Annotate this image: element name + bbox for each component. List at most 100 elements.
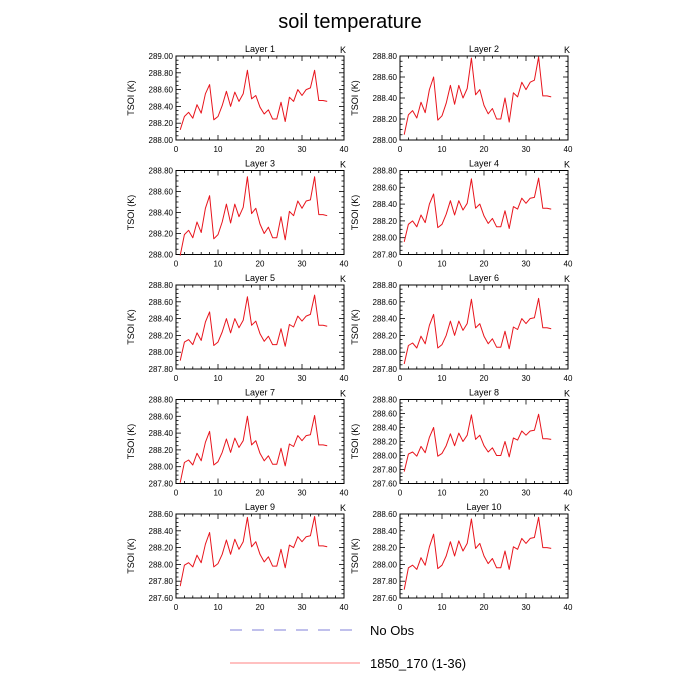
plot-frame <box>399 170 569 255</box>
x-tick-label: 10 <box>214 489 223 498</box>
x-tick-label: 20 <box>480 374 489 383</box>
x-tick-label: 20 <box>480 145 489 154</box>
y-tick-label: 288.20 <box>373 115 398 124</box>
y-axis-label: TSOI (K) <box>350 195 360 231</box>
y-axis-label: TSOI (K) <box>350 80 360 116</box>
y-tick-label: 288.20 <box>149 544 174 553</box>
y-tick-label: 287.60 <box>373 480 398 489</box>
y-tick-label: 288.20 <box>373 544 398 553</box>
x-tick-label: 0 <box>174 145 179 154</box>
panel-layer-4: Layer 4 K TSOI (K) 287.80 288.00 288.20 288.40… <box>350 159 573 269</box>
y-tick-label: 288.00 <box>373 560 398 569</box>
x-tick-label: 30 <box>522 145 531 154</box>
y-tick-label: 288.80 <box>373 52 398 61</box>
legend-label-run: 1850_170 (1-36) <box>370 656 466 671</box>
unit-label: K <box>340 45 346 55</box>
x-tick-label: 10 <box>214 374 223 383</box>
x-tick-label: 20 <box>480 489 489 498</box>
x-tick-label: 40 <box>340 374 349 383</box>
x-tick-label: 40 <box>564 145 573 154</box>
plot-frame <box>399 399 569 484</box>
x-tick-label: 10 <box>438 603 447 612</box>
series-line <box>403 413 552 472</box>
x-tick-label: 20 <box>480 603 489 612</box>
x-tick-label: 0 <box>398 260 403 269</box>
series-line <box>179 294 328 361</box>
y-axis-label: TSOI (K) <box>350 309 360 345</box>
y-tick-label: 288.00 <box>149 251 174 260</box>
plot-frame <box>175 284 345 370</box>
panel-title: Layer 4 <box>469 159 499 169</box>
y-tick-label: 288.80 <box>149 69 174 78</box>
series-line <box>179 69 328 131</box>
x-tick-label: 20 <box>256 374 265 383</box>
y-tick-label: 288.00 <box>373 348 398 357</box>
panel-layer-1: Layer 1 K TSOI (K) 288.00 288.20 288.40 288.60… <box>126 44 349 154</box>
y-tick-label: 288.60 <box>149 412 174 421</box>
y-tick-label: 287.80 <box>149 480 174 489</box>
x-tick-label: 0 <box>174 489 179 498</box>
y-tick-label: 288.00 <box>373 136 398 145</box>
x-tick-label: 30 <box>522 603 531 612</box>
x-tick-label: 0 <box>398 145 403 154</box>
x-tick-label: 0 <box>174 260 179 269</box>
x-tick-label: 40 <box>340 260 349 269</box>
y-tick-label: 288.00 <box>149 560 174 569</box>
y-tick-label: 288.80 <box>149 167 174 176</box>
plot-frame <box>175 513 345 599</box>
x-tick-label: 40 <box>340 145 349 154</box>
y-tick-label: 287.60 <box>373 594 398 603</box>
x-tick-label: 0 <box>398 374 403 383</box>
x-tick-label: 20 <box>256 489 265 498</box>
x-tick-label: 30 <box>522 260 531 269</box>
panel-layer-7: Layer 7 K TSOI (K) 287.80 288.00 288.20 288.40… <box>126 388 349 498</box>
y-axis-label: TSOI (K) <box>126 309 136 345</box>
y-tick-label: 287.80 <box>373 365 398 374</box>
y-tick-label: 288.00 <box>149 348 174 357</box>
y-tick-label: 288.60 <box>149 86 174 95</box>
y-tick-label: 287.80 <box>149 365 174 374</box>
x-tick-label: 10 <box>214 260 223 269</box>
panel-layer-9: Layer 9 K TSOI (K) 287.60 287.80 288.00 288.20… <box>126 502 349 612</box>
y-tick-label: 288.00 <box>373 452 398 461</box>
y-tick-label: 288.20 <box>149 230 174 239</box>
y-tick-label: 287.80 <box>149 577 174 586</box>
panel-layer-2: Layer 2 K TSOI (K) 288.00 288.20 288.40 288.60… <box>350 44 573 154</box>
y-tick-label: 288.20 <box>149 331 174 340</box>
panel-title: Layer 7 <box>245 388 275 398</box>
x-tick-label: 40 <box>564 260 573 269</box>
series-line <box>403 516 552 590</box>
figure-title: soil temperature <box>278 11 421 33</box>
panel-title: Layer 1 <box>245 44 275 54</box>
y-tick-label: 287.80 <box>373 466 398 475</box>
plot-frame <box>399 55 569 141</box>
x-tick-label: 20 <box>256 260 265 269</box>
legend: No Obs 1850_170 (1-36) <box>230 623 466 671</box>
x-tick-label: 40 <box>340 489 349 498</box>
x-tick-label: 20 <box>256 145 265 154</box>
panel-layer-8: Layer 8 K TSOI (K) 287.60 287.80 288.00 288.20… <box>350 388 573 498</box>
x-tick-label: 10 <box>438 145 447 154</box>
y-tick-label: 288.40 <box>373 315 398 324</box>
panel-layer-10: Layer 10 K TSOI (K) 287.60 287.80 288.00 288.2… <box>350 502 573 612</box>
panel-title: Layer 3 <box>245 159 275 169</box>
unit-label: K <box>340 503 346 513</box>
x-tick-label: 40 <box>564 603 573 612</box>
x-tick-label: 30 <box>298 489 307 498</box>
x-tick-label: 30 <box>522 374 531 383</box>
x-tick-label: 10 <box>438 374 447 383</box>
y-axis-label: TSOI (K) <box>126 424 136 460</box>
y-tick-label: 288.20 <box>149 446 174 455</box>
unit-label: K <box>564 389 570 399</box>
y-tick-label: 288.00 <box>149 463 174 472</box>
x-tick-label: 40 <box>340 603 349 612</box>
series-line <box>403 177 552 243</box>
x-tick-label: 10 <box>438 260 447 269</box>
panel-title: Layer 8 <box>469 388 499 398</box>
y-tick-label: 288.40 <box>149 102 174 111</box>
unit-label: K <box>564 45 570 55</box>
y-tick-label: 288.60 <box>149 510 174 519</box>
y-tick-label: 288.20 <box>373 217 398 226</box>
x-tick-label: 30 <box>298 374 307 383</box>
unit-label: K <box>340 160 346 170</box>
